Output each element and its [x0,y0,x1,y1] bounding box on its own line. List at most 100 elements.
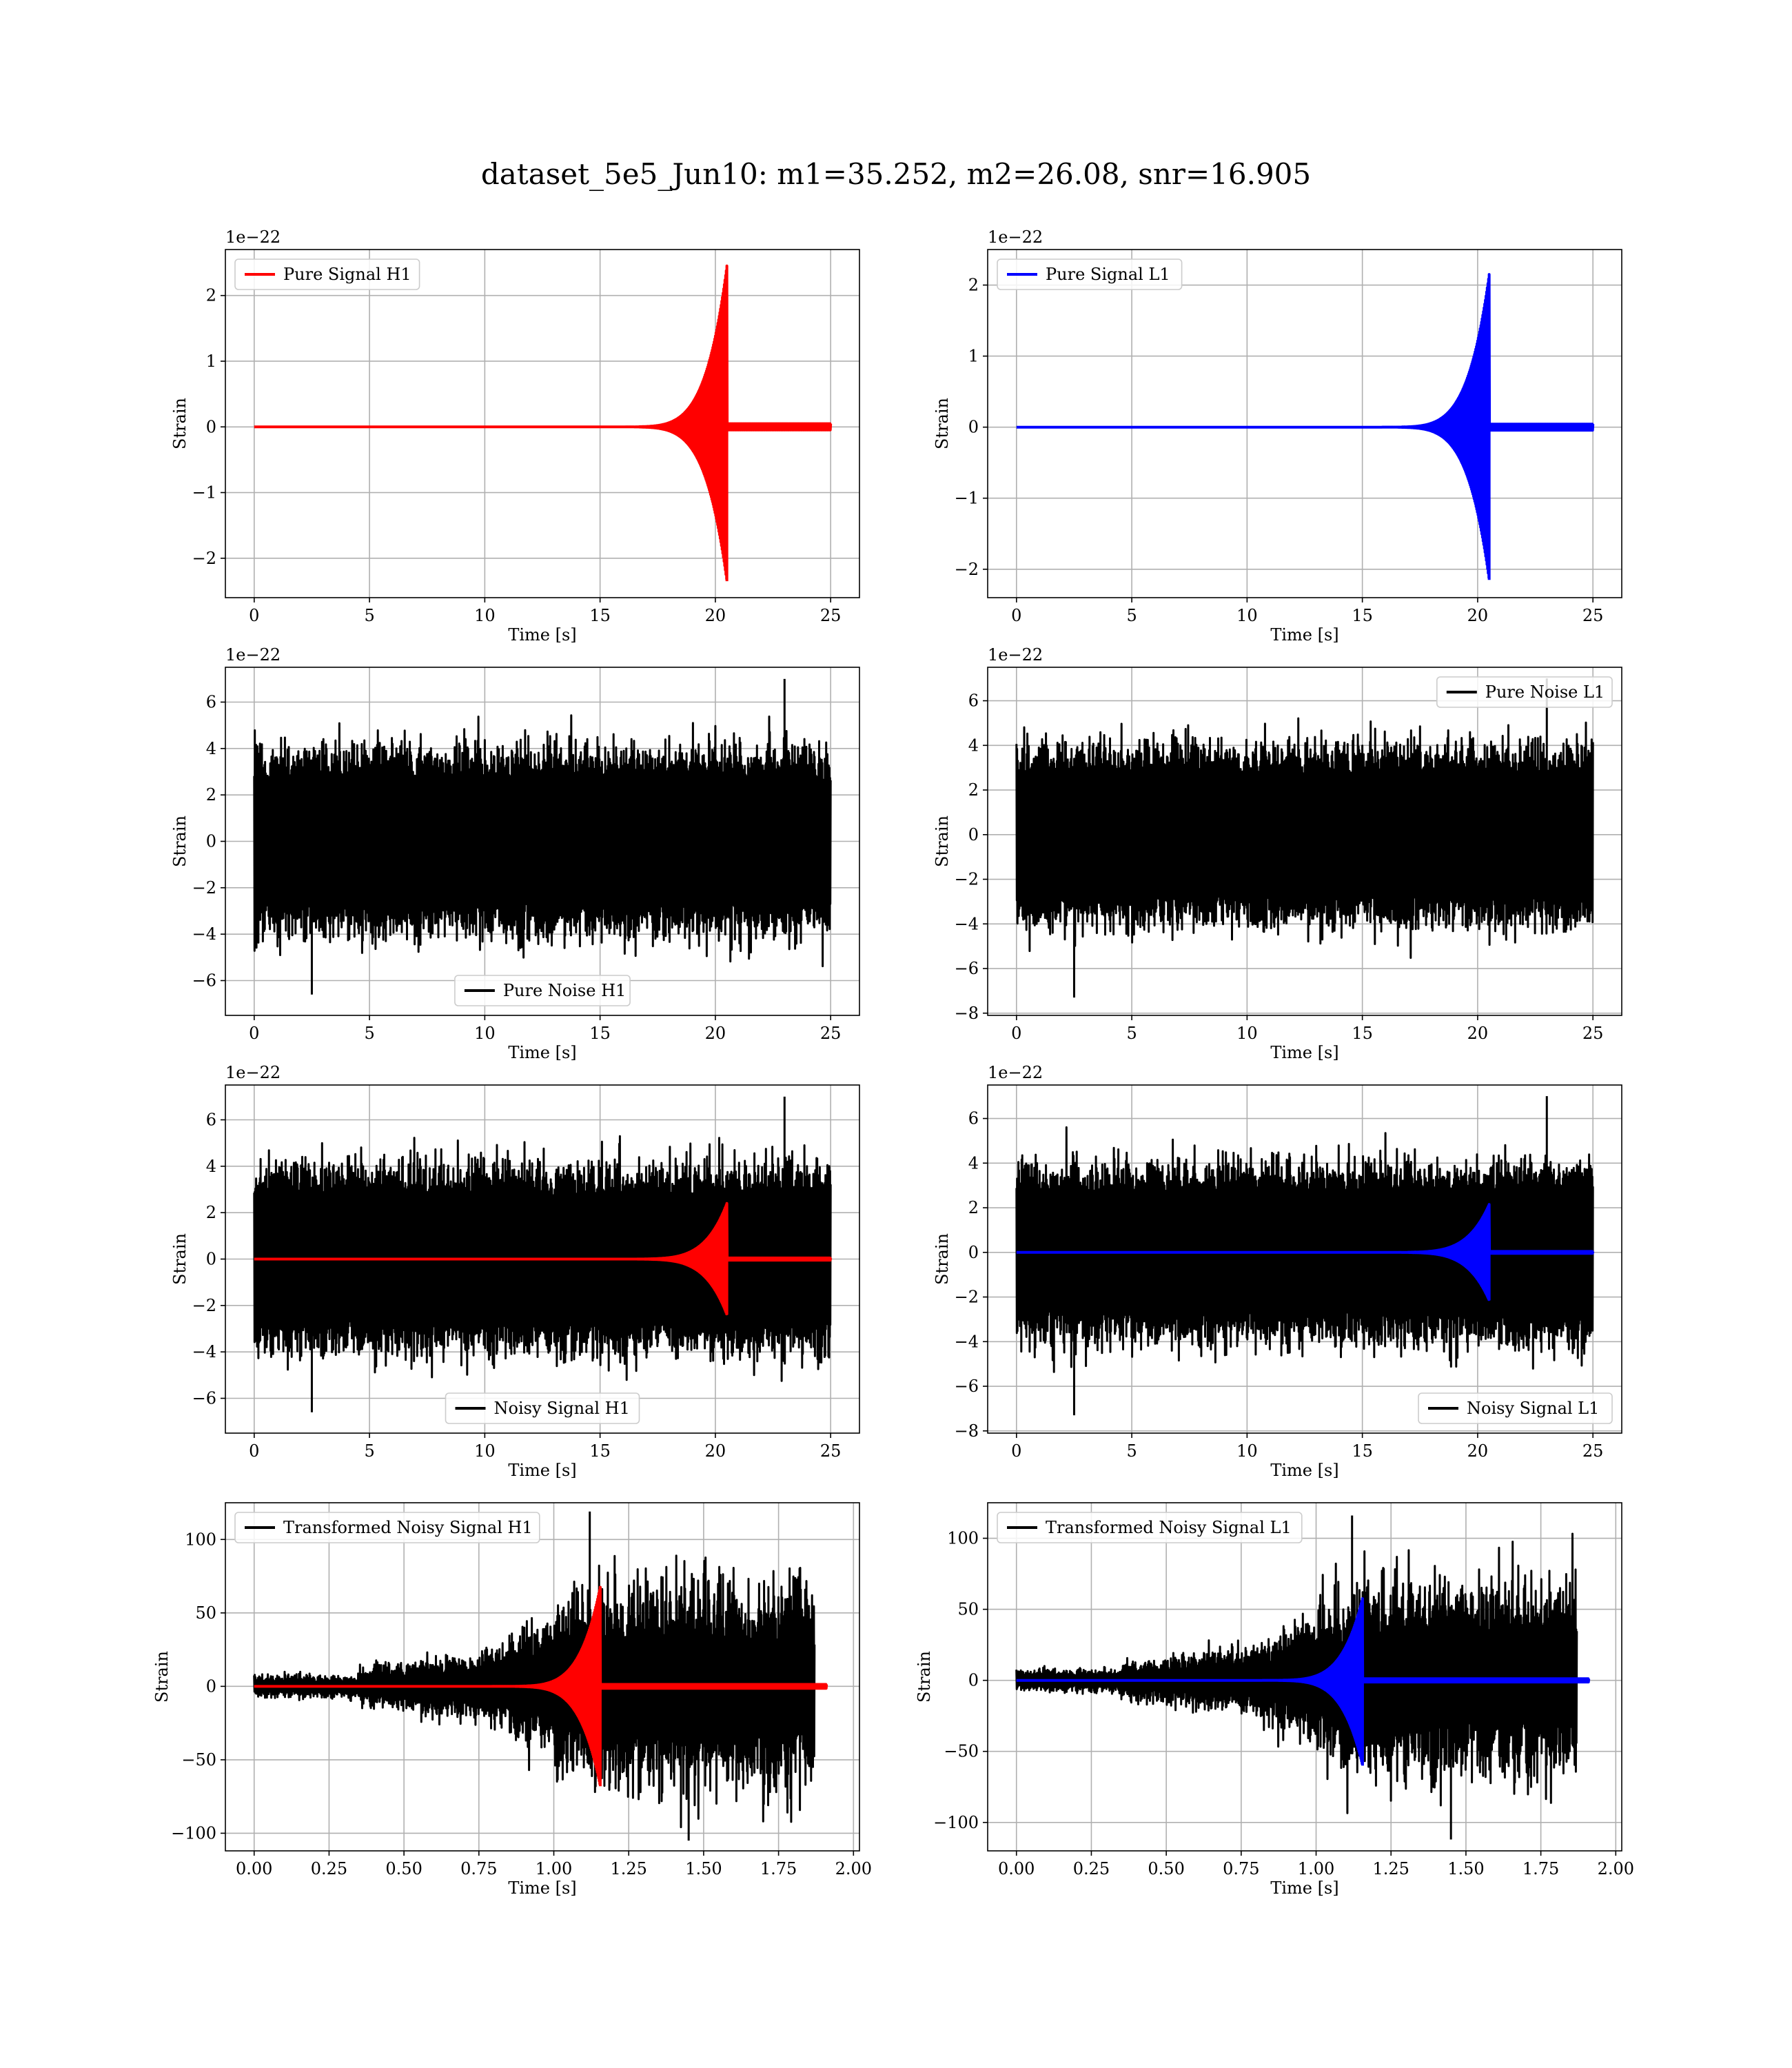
x-tick-label: 20 [1467,606,1489,625]
y-tick-label: −2 [192,1296,216,1315]
axis-offset-text: 1e−22 [225,1063,281,1082]
y-axis-label: Strain [915,1651,934,1703]
x-tick-label: 2.00 [835,1859,872,1878]
axis-offset-text: 1e−22 [988,1063,1043,1082]
y-tick-label: 2 [206,1203,216,1222]
subplot-transformed-h1: 0.00 0.25 0.50 0.75 1.00 1.25 1.50 1.75 2.00 −100… [152,1502,872,1898]
series-line-overlay-1 [253,1202,833,1316]
x-axis-label: Time [s] [508,1461,576,1480]
series-line-overlay-1 [1015,1203,1595,1301]
legend-label: Transformed Noisy Signal L1 [1046,1518,1292,1537]
legend-box [1418,1392,1613,1424]
plot-area [1015,678,1594,998]
axes-frame [987,249,1622,598]
x-tick-label: 5 [1126,606,1137,625]
x-tick-label: 10 [1236,1441,1258,1461]
legend-box [234,258,420,290]
x-tick-label: 1.50 [685,1859,722,1878]
series-line-transformed-noisy-signal-l1 [1015,1515,1589,1840]
y-tick-label: 2 [968,780,979,800]
y-axis-label: Strain [170,1233,190,1285]
legend-label: Pure Noise L1 [1485,682,1605,702]
y-axis-label: Strain [170,815,190,867]
legend: Transformed Noisy Signal H1 [234,1512,540,1543]
x-tick-label: 1.25 [1372,1859,1409,1878]
subplot-noisy-signal-h1: 0 5 10 15 20 25 −6 −4 −2 0 2 4 6 Time [s] Strain 1e−22 N… [170,1063,860,1480]
y-tick-label: 4 [968,736,979,755]
y-tick-label: −50 [944,1742,979,1761]
y-tick-label: 0 [206,1250,216,1269]
y-tick-label: −4 [192,1342,216,1361]
y-tick-label: −1 [192,483,216,503]
x-tick-label: 1.25 [610,1859,646,1878]
x-tick-label: 0.50 [1148,1859,1184,1878]
x-tick-label: 5 [1126,1441,1137,1461]
y-tick-label: −6 [192,1389,216,1408]
y-tick-label: −2 [955,1288,979,1307]
x-axis-label: Time [s] [1270,625,1338,645]
x-tick-label: 15 [589,606,611,625]
y-axis-label: Strain [170,398,190,449]
x-tick-label: 2.00 [1598,1859,1634,1878]
legend-label: Noisy Signal H1 [494,1399,630,1418]
x-tick-label: 1.75 [1523,1859,1559,1878]
series-line-noisy-signal-l1 [1015,1096,1594,1416]
subplot-pure-noise-h1: 0 5 10 15 20 25 −6 −4 −2 0 2 4 6 Time [s] Strain 1e−22 P… [170,645,860,1062]
plot-area [253,264,833,582]
x-tick-label: 15 [589,1024,611,1043]
x-tick-label: 5 [364,606,374,625]
x-tick-label: 10 [474,606,496,625]
series-line-pure-signal-l1 [1015,273,1595,580]
y-tick-label: −2 [192,878,216,898]
x-tick-label: 1.00 [536,1859,572,1878]
x-tick-label: 25 [1582,1441,1604,1461]
x-tick-label: 0.75 [460,1859,497,1878]
x-tick-label: 15 [589,1441,611,1461]
x-axis-label: Time [s] [1270,1043,1338,1062]
y-tick-label: 2 [968,1198,979,1217]
x-axis-label: Time [s] [1270,1461,1338,1480]
series-line-pure-noise-h1 [253,678,832,995]
plot-area [1015,273,1595,580]
y-tick-label: −6 [955,959,979,978]
x-tick-label: 15 [1352,606,1373,625]
x-tick-label: 5 [1126,1024,1137,1043]
axes-frame [987,1502,1622,1852]
x-axis-label: Time [s] [508,1043,576,1062]
legend-label: Pure Signal L1 [1046,265,1170,284]
legend-label: Pure Signal H1 [283,265,411,284]
plot-area [253,678,832,995]
plot-area [253,1096,833,1412]
y-tick-label: 0 [968,1243,979,1262]
y-tick-label: −4 [955,1332,979,1351]
y-tick-label: 50 [195,1603,216,1623]
y-axis-label: Strain [933,815,952,867]
axes-frame [987,667,1622,1016]
series-line-pure-signal-h1 [253,264,833,582]
figure-title: dataset_5e5_Jun10: m1=35.252, m2=26.08, … [480,157,1312,191]
legend-box [997,1512,1303,1543]
y-tick-label: −2 [192,549,216,568]
x-tick-label: 10 [474,1024,496,1043]
y-tick-label: 100 [947,1529,979,1548]
y-tick-label: −100 [171,1823,216,1843]
axis-offset-text: 1e−22 [225,227,281,247]
x-tick-label: 10 [474,1441,496,1461]
x-tick-label: 10 [1236,1024,1258,1043]
x-tick-label: 20 [1467,1441,1489,1461]
x-tick-label: 0.00 [236,1859,272,1878]
x-tick-label: 15 [1352,1024,1373,1043]
legend: Transformed Noisy Signal L1 [997,1512,1303,1543]
y-tick-label: 6 [968,1109,979,1128]
x-tick-label: 0.25 [1073,1859,1110,1878]
x-tick-label: 0.50 [385,1859,422,1878]
y-tick-label: 6 [206,693,216,712]
y-tick-label: 0 [968,825,979,844]
x-tick-label: 0 [1011,1441,1021,1461]
y-tick-label: −6 [192,971,216,991]
x-tick-label: 5 [364,1441,374,1461]
series-line-overlay-1 [253,1585,828,1787]
x-tick-label: 10 [1236,606,1258,625]
legend-box [445,1392,640,1424]
